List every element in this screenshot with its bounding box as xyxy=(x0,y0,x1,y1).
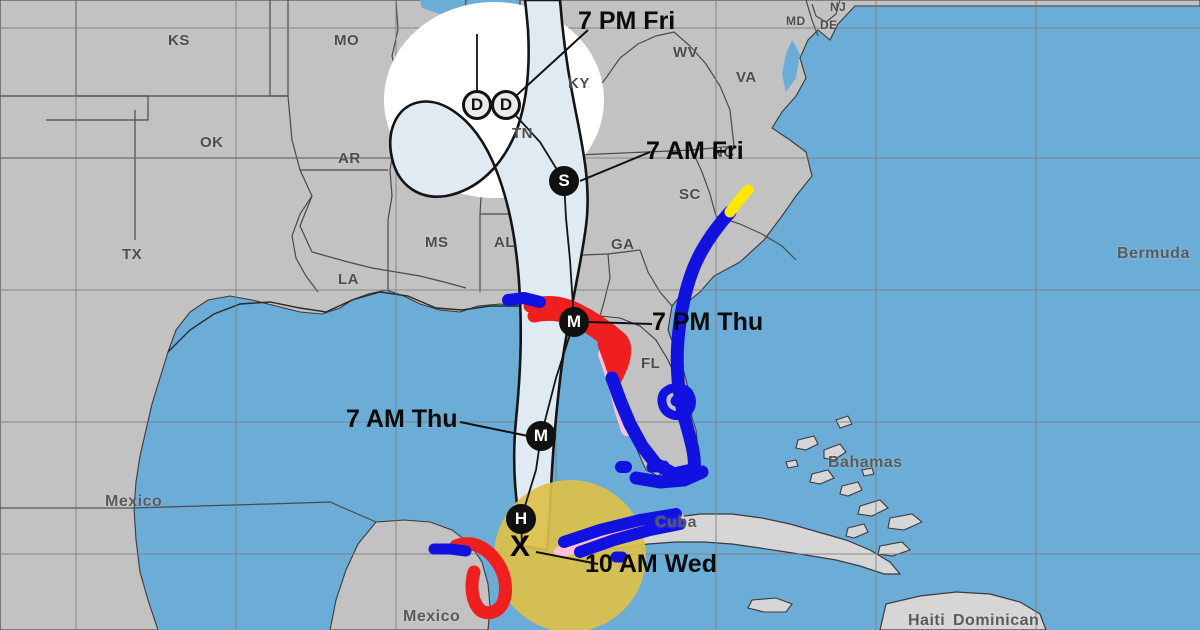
leader-10am-wed xyxy=(535,551,599,565)
current-position-x-icon[interactable]: X xyxy=(510,530,531,563)
time-label-7pm-fri: 7 PM Fri xyxy=(578,7,676,35)
time-label-7am-fri: 7 AM Fri xyxy=(646,137,744,165)
water-chesapeake xyxy=(782,40,800,92)
ts-warning-line-yucatan-north xyxy=(428,543,472,557)
forecast-marker-depression-60h[interactable]: D xyxy=(462,90,492,120)
landmass-yucatan xyxy=(0,507,159,630)
forecast-track-line xyxy=(477,104,575,546)
leader-7pm-fri xyxy=(505,29,589,106)
water-great-lakes xyxy=(420,0,458,14)
forecast-marker-major-hurricane-36h[interactable]: M xyxy=(559,307,589,337)
ts-warning-line-cuba-north-2 xyxy=(574,518,686,558)
ts-watch-line-sc-coast xyxy=(724,184,754,218)
ts-warning-line-panhandle xyxy=(502,292,546,308)
hurricane-warning-line-gulf-coast xyxy=(523,296,632,385)
landmass-hispaniola xyxy=(879,591,1047,630)
ts-warning-line-cuba-north xyxy=(558,508,682,548)
leader-7pm-thu xyxy=(588,321,653,325)
landmass-jamaica xyxy=(747,597,793,613)
forecast-marker-major-hurricane-24h[interactable]: M xyxy=(526,421,556,451)
time-label-7pm-thu: 7 PM Thu xyxy=(652,308,764,336)
forecast-marker-hurricane-12h[interactable]: H xyxy=(506,504,536,534)
ts-warning-line-lake-okeechobee xyxy=(657,383,696,421)
hurricane-warning-line-yucatan xyxy=(449,537,513,620)
forecast-marker-tropical-storm-48h[interactable]: S xyxy=(549,166,579,196)
time-label-10am-wed: 10 AM Wed xyxy=(585,550,717,578)
ts-warning-line-florida-keys xyxy=(629,465,709,489)
landmass-bahamas xyxy=(785,415,924,557)
leader-7am-thu xyxy=(459,421,529,437)
leader-7am-fri xyxy=(579,151,651,182)
ts-warning-line-east-coast xyxy=(670,205,737,477)
forecast-marker-depression-72h[interactable]: D xyxy=(491,90,521,120)
time-label-7am-thu: 7 AM Thu xyxy=(346,405,458,433)
